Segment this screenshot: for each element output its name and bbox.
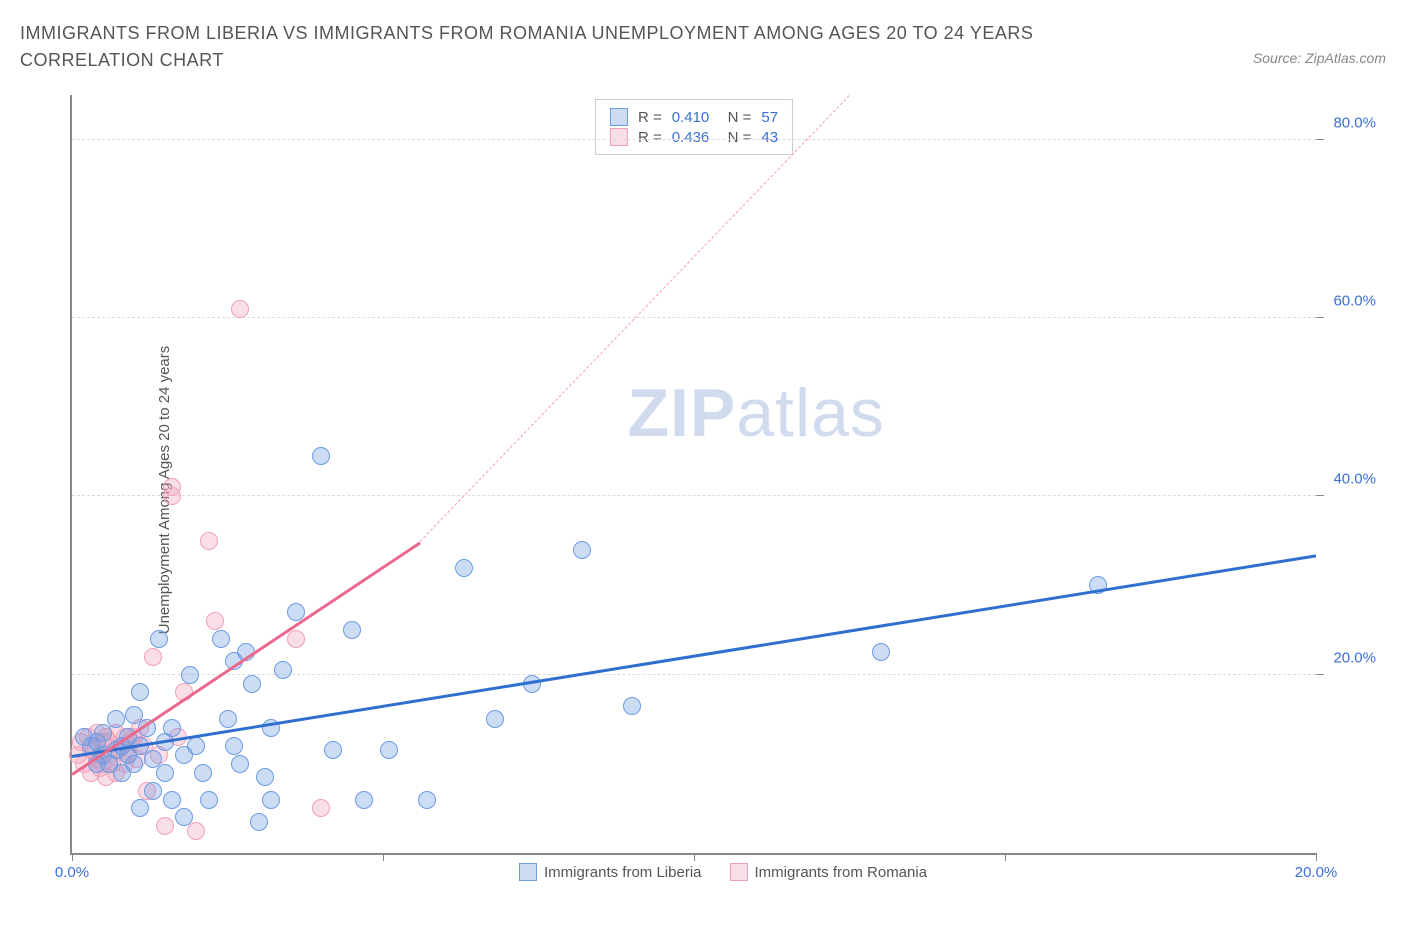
trend-line bbox=[72, 554, 1316, 757]
legend-label: Immigrants from Liberia bbox=[544, 864, 702, 881]
plot-area: ZIPatlas R = 0.410 N = 57R = 0.436 N = 4… bbox=[70, 95, 1316, 855]
x-tick-label: 0.0% bbox=[55, 864, 89, 881]
scatter-point-romania bbox=[231, 300, 249, 318]
trend-line bbox=[420, 95, 850, 542]
x-tick bbox=[72, 853, 73, 861]
watermark: ZIPatlas bbox=[627, 374, 884, 452]
legend-item: Immigrants from Romania bbox=[730, 863, 928, 881]
scatter-point-liberia bbox=[212, 630, 230, 648]
scatter-point-liberia bbox=[486, 710, 504, 728]
legend-swatch bbox=[610, 128, 628, 146]
scatter-point-liberia bbox=[163, 791, 181, 809]
y-tick-label: 60.0% bbox=[1333, 292, 1376, 309]
scatter-point-liberia bbox=[455, 559, 473, 577]
y-tick bbox=[1316, 139, 1324, 140]
gridline bbox=[72, 674, 1316, 675]
scatter-point-liberia bbox=[418, 791, 436, 809]
scatter-point-liberia bbox=[343, 621, 361, 639]
legend-swatch bbox=[610, 108, 628, 126]
scatter-point-romania bbox=[312, 799, 330, 817]
stat-r-label: R = bbox=[638, 109, 662, 126]
scatter-point-liberia bbox=[250, 813, 268, 831]
stats-row: R = 0.410 N = 57 bbox=[610, 108, 778, 126]
x-tick bbox=[1316, 853, 1317, 861]
scatter-point-romania bbox=[187, 822, 205, 840]
scatter-point-liberia bbox=[131, 799, 149, 817]
chart-area: Unemployment Among Ages 20 to 24 years Z… bbox=[70, 95, 1376, 885]
scatter-point-liberia bbox=[274, 661, 292, 679]
chart-title: IMMIGRANTS FROM LIBERIA VS IMMIGRANTS FR… bbox=[20, 20, 1120, 74]
scatter-point-liberia bbox=[107, 710, 125, 728]
y-tick-label: 40.0% bbox=[1333, 471, 1376, 488]
scatter-point-liberia bbox=[187, 737, 205, 755]
source-label: Source: ZipAtlas.com bbox=[1253, 50, 1386, 66]
scatter-point-romania bbox=[156, 817, 174, 835]
scatter-point-liberia bbox=[225, 737, 243, 755]
stat-n-label: N = bbox=[719, 109, 751, 126]
legend-label: Immigrants from Romania bbox=[755, 864, 928, 881]
legend-swatch bbox=[730, 863, 748, 881]
scatter-point-liberia bbox=[156, 764, 174, 782]
scatter-point-liberia bbox=[219, 710, 237, 728]
legend-item: Immigrants from Liberia bbox=[519, 863, 702, 881]
legend-swatch bbox=[519, 863, 537, 881]
scatter-point-liberia bbox=[144, 782, 162, 800]
gridline bbox=[72, 317, 1316, 318]
x-tick bbox=[694, 853, 695, 861]
stat-n-value: 43 bbox=[761, 129, 778, 146]
y-tick bbox=[1316, 317, 1324, 318]
scatter-point-liberia bbox=[256, 768, 274, 786]
stat-r-label: R = bbox=[638, 129, 662, 146]
scatter-point-liberia bbox=[181, 666, 199, 684]
y-tick bbox=[1316, 674, 1324, 675]
scatter-point-liberia bbox=[243, 675, 261, 693]
stat-r-value: 0.410 bbox=[672, 109, 710, 126]
scatter-point-romania bbox=[206, 612, 224, 630]
gridline bbox=[72, 495, 1316, 496]
stat-r-value: 0.436 bbox=[672, 129, 710, 146]
scatter-point-liberia bbox=[131, 683, 149, 701]
scatter-point-liberia bbox=[623, 697, 641, 715]
stat-n-value: 57 bbox=[761, 109, 778, 126]
scatter-point-liberia bbox=[163, 719, 181, 737]
stats-legend-box: R = 0.410 N = 57R = 0.436 N = 43 bbox=[595, 99, 793, 155]
y-tick-label: 20.0% bbox=[1333, 649, 1376, 666]
x-tick bbox=[1005, 853, 1006, 861]
scatter-point-liberia bbox=[262, 791, 280, 809]
scatter-point-liberia bbox=[200, 791, 218, 809]
gridline bbox=[72, 139, 1316, 140]
scatter-point-liberia bbox=[872, 643, 890, 661]
y-tick-label: 80.0% bbox=[1333, 114, 1376, 131]
scatter-point-romania bbox=[287, 630, 305, 648]
scatter-point-liberia bbox=[324, 741, 342, 759]
bottom-legend: Immigrants from Liberia Immigrants from R… bbox=[519, 863, 927, 881]
trend-line bbox=[71, 541, 421, 775]
scatter-point-liberia bbox=[194, 764, 212, 782]
scatter-point-liberia bbox=[355, 791, 373, 809]
stats-row: R = 0.436 N = 43 bbox=[610, 128, 778, 146]
y-tick bbox=[1316, 495, 1324, 496]
x-tick-label: 20.0% bbox=[1295, 864, 1338, 881]
scatter-point-romania bbox=[163, 487, 181, 505]
scatter-point-liberia bbox=[231, 755, 249, 773]
x-tick bbox=[383, 853, 384, 861]
scatter-point-liberia bbox=[175, 808, 193, 826]
stat-n-label: N = bbox=[719, 129, 751, 146]
scatter-point-liberia bbox=[573, 541, 591, 559]
scatter-point-liberia bbox=[150, 630, 168, 648]
scatter-point-liberia bbox=[380, 741, 398, 759]
scatter-point-liberia bbox=[125, 755, 143, 773]
scatter-point-romania bbox=[144, 648, 162, 666]
scatter-point-liberia bbox=[312, 447, 330, 465]
scatter-point-romania bbox=[200, 532, 218, 550]
